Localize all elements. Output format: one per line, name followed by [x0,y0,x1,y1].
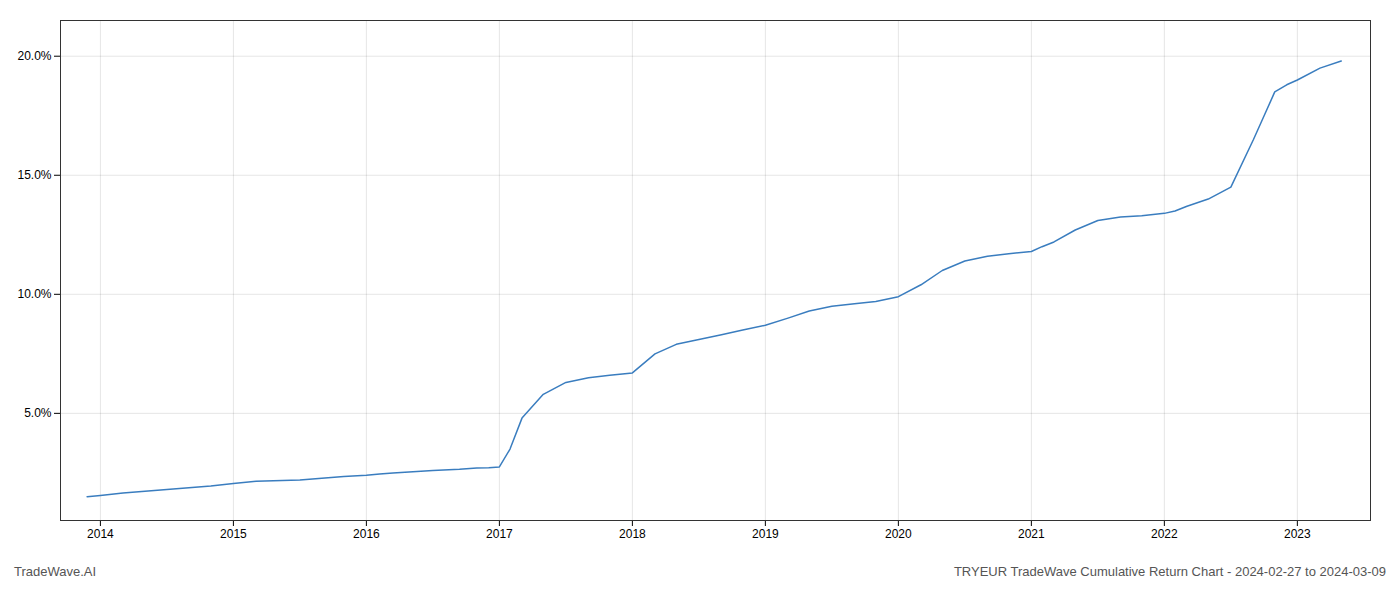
svg-text:2018: 2018 [619,527,646,541]
svg-text:2016: 2016 [353,527,380,541]
html-text:TRYEUR TradeWave Cumulative Re: TRYEUR TradeWave Cumulative Return Chart… [953,564,1386,579]
svg-text:2015: 2015 [220,527,247,541]
svg-text:2017: 2017 [486,527,513,541]
svg-text:2020: 2020 [885,527,912,541]
svg-text:15.0%: 15.0% [17,168,51,182]
svg-text:10.0%: 10.0% [17,287,51,301]
html-text:TradeWave.AI: TradeWave.AI [14,564,97,579]
svg-text:5.0%: 5.0% [24,406,52,420]
svg-text:2019: 2019 [752,527,779,541]
svg-text:2022: 2022 [1151,527,1178,541]
svg-text:2023: 2023 [1284,527,1311,541]
svg-text:20.0%: 20.0% [17,49,51,63]
svg-text:2014: 2014 [87,527,114,541]
svg-text:2021: 2021 [1018,527,1045,541]
